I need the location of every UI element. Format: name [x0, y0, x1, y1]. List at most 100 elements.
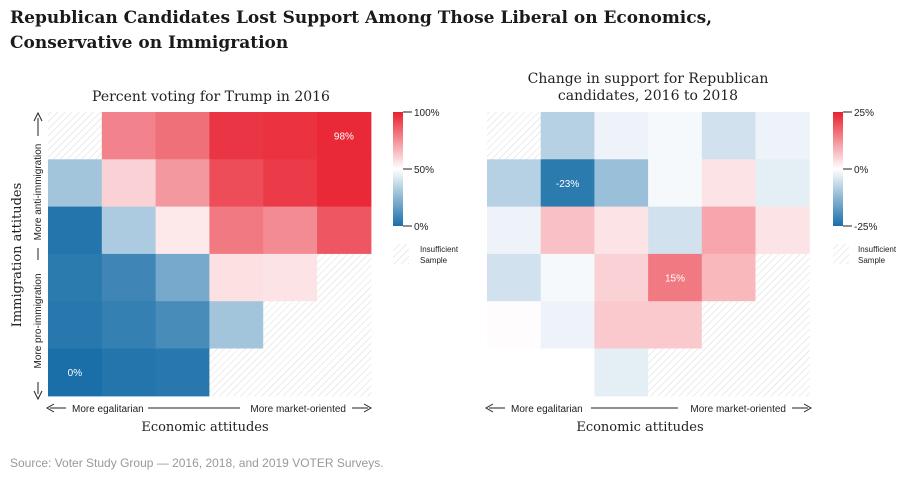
heatmap-cell — [263, 253, 318, 302]
arrow-right-icon — [803, 403, 813, 413]
heatmap-cell-insufficient — [317, 301, 372, 350]
arrow-left-icon — [45, 403, 55, 413]
heatmap-cell — [648, 253, 703, 302]
y-axis-title: Immigration attitudes — [10, 183, 25, 328]
heatmap-cell-insufficient — [755, 348, 810, 397]
colorbar-gradient — [833, 112, 843, 226]
colorbar-tick-label: 0% — [414, 222, 429, 233]
heatmap-cells — [48, 112, 372, 397]
colorbar: 25% 0% -25% — [833, 108, 877, 233]
heatmap-cell — [594, 206, 649, 255]
heatmap-cell — [48, 253, 103, 302]
heatmap-title-line: Change in support for Republican — [528, 71, 769, 87]
heatmap-cell-insufficient — [263, 348, 318, 397]
heatmap-cell — [540, 206, 595, 255]
heatmap-cell — [155, 301, 210, 350]
x-axis: More egalitarian More market-oriented Ec… — [45, 400, 373, 435]
heatmap-cell — [101, 348, 157, 397]
heatmap-cell — [209, 159, 264, 208]
heatmap-cell-insufficient — [755, 301, 810, 350]
heatmap-cell-insufficient — [263, 301, 318, 350]
heatmap-cell — [755, 112, 810, 160]
heatmap-cell — [755, 159, 810, 208]
y-axis-top-label: More anti-immigration — [33, 144, 44, 241]
heatmap-cell — [317, 112, 372, 160]
heatmap-title: Percent voting for Trump in 2016 — [92, 89, 330, 105]
arrow-up-icon — [33, 111, 43, 122]
heatmap-cell-insufficient — [487, 112, 542, 160]
heatmap-cell-insufficient — [648, 348, 703, 397]
heatmap-cell — [648, 206, 703, 255]
x-axis-left-label: More egalitarian — [72, 404, 144, 415]
heatmap-cell — [594, 159, 649, 208]
heatmap-cell — [101, 253, 157, 302]
y-axis-bottom-label: More pro-immigration — [33, 273, 44, 368]
heatmap-cells — [487, 112, 810, 397]
colorbar-tick-label: 100% — [414, 108, 440, 119]
heatmap-cell-label: -23% — [556, 179, 579, 190]
heatmap-cell — [48, 348, 103, 397]
insufficient-sample-legend: Insufficient Sample — [833, 244, 897, 265]
heatmap-cell — [209, 301, 264, 350]
colorbar-gradient — [393, 112, 403, 226]
heatmap-cell-insufficient — [317, 348, 372, 397]
heatmap-cell — [487, 159, 542, 208]
heatmap-cell — [101, 112, 157, 160]
x-axis-right-label: More market-oriented — [690, 404, 786, 415]
heatmap-cell — [594, 112, 649, 160]
heatmap-cell — [155, 159, 210, 208]
insufficient-label: Sample — [858, 256, 886, 265]
heatmap-cell — [155, 348, 210, 397]
chart-title: Republican Candidates Lost Support Among… — [10, 8, 713, 53]
heatmap-cell — [540, 253, 595, 302]
heatmap-cell — [540, 112, 595, 160]
x-axis-title: Economic attitudes — [576, 420, 703, 435]
heatmap-cell — [48, 301, 103, 350]
heatmap-cell — [648, 112, 703, 160]
insufficient-label: Insufficient — [420, 245, 459, 254]
figure: Percent voting for Trump in 2016 98% 0% I… — [10, 71, 897, 435]
colorbar-tick-label: 0% — [854, 165, 869, 176]
heatmap-cell — [101, 206, 157, 255]
colorbar: 100% 50% 0% — [393, 108, 440, 233]
heatmap-cell-label: 0% — [68, 368, 83, 379]
heatmap-cell-insufficient — [209, 348, 264, 397]
source-note: Source: Voter Study Group — 2016, 2018, … — [10, 456, 384, 470]
heatmap-cell — [155, 206, 210, 255]
heatmap-cell-labels: -23% 15% — [556, 179, 685, 285]
heatmap-cell — [701, 112, 757, 160]
heatmap-cell-insufficient — [317, 253, 372, 302]
heatmap-cell — [263, 112, 318, 160]
insufficient-label: Insufficient — [858, 245, 897, 254]
heatmap-cell — [487, 301, 542, 350]
heatmap-cell-label: 15% — [665, 274, 685, 285]
heatmap-cell — [209, 206, 264, 255]
heatmap-cell-label: 98% — [334, 132, 354, 143]
heatmap-cell-insufficient — [701, 301, 757, 350]
change-support-heatmap: Change in support for Republican candida… — [484, 71, 897, 435]
heatmap-cell — [594, 348, 649, 397]
heatmap-cell-insufficient — [701, 348, 757, 397]
x-axis: More egalitarian More market-oriented Ec… — [484, 400, 813, 435]
heatmap-cell — [594, 253, 649, 302]
heatmap-cell — [701, 253, 757, 302]
x-axis-right-label: More market-oriented — [250, 404, 346, 415]
heatmap-cell — [487, 206, 542, 255]
heatmap-cell — [101, 159, 157, 208]
colorbar-tick-label: -25% — [854, 222, 877, 233]
arrow-right-icon — [363, 403, 373, 413]
heatmap-cell — [155, 112, 210, 160]
heatmap-cell — [755, 206, 810, 255]
heatmap-cell — [540, 348, 595, 397]
heatmap-cell — [263, 159, 318, 208]
x-axis-title: Economic attitudes — [141, 420, 268, 435]
colorbar-tick-label: 25% — [854, 108, 874, 119]
insufficient-sample-legend: Insufficient Sample — [393, 244, 459, 265]
heatmap-cell — [540, 301, 595, 350]
hatch-swatch — [393, 244, 409, 264]
insufficient-label: Sample — [420, 256, 448, 265]
heatmap-cell — [648, 159, 703, 208]
heatmap-cell — [701, 159, 757, 208]
heatmap-cell — [48, 159, 103, 208]
heatmap-cell — [487, 253, 542, 302]
